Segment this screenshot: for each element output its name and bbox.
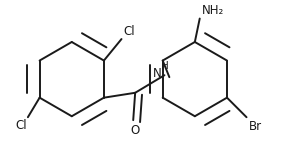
Text: NH₂: NH₂	[202, 4, 224, 17]
Text: Cl: Cl	[124, 25, 135, 38]
Text: Br: Br	[248, 120, 262, 133]
Text: O: O	[131, 124, 140, 137]
Text: H: H	[161, 61, 168, 71]
Text: N: N	[153, 67, 162, 80]
Text: Cl: Cl	[15, 119, 27, 132]
